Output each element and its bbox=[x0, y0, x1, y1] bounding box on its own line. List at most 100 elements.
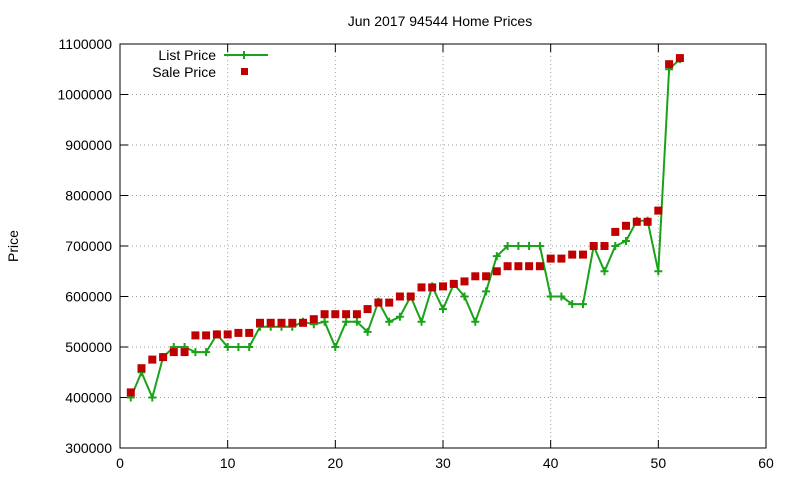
y-tick-label: 900000 bbox=[65, 137, 112, 153]
sale-price-point bbox=[374, 298, 383, 307]
sale-price-point bbox=[223, 330, 232, 339]
x-tick-label: 20 bbox=[328, 455, 344, 471]
list-price-point bbox=[191, 348, 200, 357]
list-price-point bbox=[482, 287, 491, 296]
legend-label-list-price: List Price bbox=[158, 47, 216, 63]
sale-price-point bbox=[492, 267, 501, 276]
list-price-point bbox=[352, 317, 361, 326]
list-price-point bbox=[439, 305, 447, 314]
sale-price-point bbox=[675, 54, 684, 63]
legend: List Price Sale Price bbox=[152, 47, 268, 80]
sale-price-point bbox=[589, 242, 598, 250]
sale-price-point bbox=[363, 305, 372, 314]
sale-price-point bbox=[395, 292, 404, 301]
list-price-point bbox=[202, 348, 211, 357]
list-price-point bbox=[331, 343, 340, 351]
sale-price-point bbox=[288, 318, 297, 327]
sale-price-point bbox=[503, 262, 512, 271]
sale-price-point bbox=[460, 277, 469, 286]
sale-price-point bbox=[266, 318, 275, 327]
list-price-point bbox=[622, 237, 630, 245]
y-tick-label: 300000 bbox=[65, 440, 112, 456]
grid-layer bbox=[120, 44, 766, 448]
sale-price-point bbox=[309, 315, 318, 324]
tick-layer: 300000 400000 500000 600000 700000 800000 9000… bbox=[57, 36, 774, 471]
legend-label-sale-price: Sale Price bbox=[152, 64, 216, 80]
sale-price-point bbox=[665, 60, 674, 69]
y-tick-label: 400000 bbox=[65, 390, 112, 406]
list-price-point bbox=[492, 252, 501, 261]
sale-price-point bbox=[148, 355, 157, 364]
y-tick-label: 800000 bbox=[65, 188, 112, 204]
list-price-point bbox=[245, 343, 254, 351]
x-tick-label: 40 bbox=[543, 455, 559, 471]
x-tick-label: 0 bbox=[116, 455, 124, 471]
sale-price-point bbox=[137, 364, 146, 373]
x-tick-label: 60 bbox=[758, 455, 774, 471]
sale-price-point bbox=[212, 330, 221, 339]
sale-price-point bbox=[320, 310, 329, 319]
sale-price-point bbox=[191, 331, 200, 340]
list-price-point bbox=[535, 242, 544, 250]
y-tick-label: 500000 bbox=[65, 339, 112, 355]
sale-price-point bbox=[525, 262, 534, 271]
legend-marker-sale-price bbox=[241, 68, 248, 75]
sale-price-point bbox=[385, 298, 394, 307]
sale-price-point bbox=[428, 283, 437, 292]
sale-price-point bbox=[277, 318, 286, 327]
sale-price-point bbox=[439, 282, 447, 291]
sale-price-point bbox=[406, 292, 415, 301]
sale-price-point bbox=[256, 318, 264, 327]
y-tick-label: 600000 bbox=[65, 289, 112, 305]
chart-title: Jun 2017 94544 Home Prices bbox=[348, 13, 532, 29]
y-tick-label: 1000000 bbox=[57, 87, 112, 103]
list-price-point bbox=[600, 267, 609, 276]
sale-price-point bbox=[482, 272, 491, 281]
x-tick-label: 10 bbox=[220, 455, 236, 471]
sale-price-point bbox=[126, 388, 135, 397]
sale-price-point bbox=[159, 353, 168, 362]
list-price-point bbox=[234, 343, 243, 351]
sale-price-point bbox=[557, 254, 566, 263]
sale-price-point bbox=[654, 206, 663, 215]
y-tick-label: 1100000 bbox=[59, 36, 113, 52]
list-price-point bbox=[514, 242, 523, 250]
sale-price-point bbox=[471, 272, 480, 281]
sale-price-point bbox=[632, 217, 641, 226]
list-price-point bbox=[611, 242, 620, 250]
list-price-point bbox=[342, 317, 351, 326]
list-price-point bbox=[525, 242, 534, 250]
sale-price-point bbox=[299, 318, 307, 327]
sale-price-point bbox=[622, 221, 630, 230]
list-price-point bbox=[395, 312, 404, 321]
sale-price-point bbox=[417, 283, 426, 292]
y-axis-label: Price bbox=[5, 230, 21, 262]
series-layer bbox=[126, 54, 684, 402]
list-price-point bbox=[148, 393, 157, 402]
sale-price-point bbox=[611, 227, 620, 236]
sale-price-point bbox=[342, 310, 351, 319]
sale-price-point bbox=[331, 310, 340, 319]
series-line-list-price bbox=[129, 58, 681, 399]
list-price-point bbox=[503, 242, 512, 250]
list-price-point bbox=[363, 327, 372, 336]
list-price-point bbox=[579, 300, 587, 309]
sale-price-point bbox=[169, 348, 178, 357]
sale-price-point bbox=[202, 331, 211, 340]
legend-marker-list-price bbox=[240, 51, 248, 59]
sale-price-point bbox=[643, 217, 652, 226]
x-tick-label: 30 bbox=[435, 455, 451, 471]
list-price-point bbox=[471, 317, 480, 326]
list-price-point bbox=[223, 343, 232, 351]
list-price-point bbox=[460, 292, 469, 301]
sale-price-point bbox=[245, 328, 254, 337]
sale-price-point bbox=[180, 348, 189, 357]
sale-price-point bbox=[234, 328, 243, 337]
sale-price-point bbox=[514, 262, 523, 271]
list-price-point bbox=[654, 267, 663, 276]
list-price-point bbox=[385, 317, 394, 326]
list-price-point bbox=[320, 317, 329, 326]
sale-price-point bbox=[600, 242, 609, 250]
